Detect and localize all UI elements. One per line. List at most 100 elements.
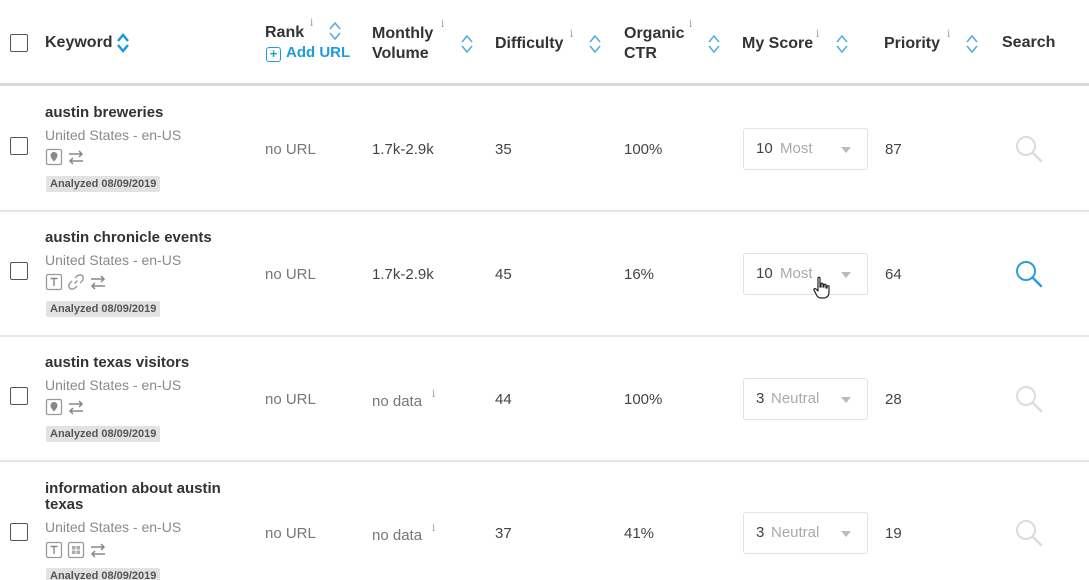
swap-icon [68, 150, 84, 165]
row-checkbox[interactable] [10, 137, 28, 155]
column-header-priority-label: Priority [884, 35, 941, 52]
map-pack-icon [45, 398, 63, 416]
volume-info-icon[interactable]: i [432, 523, 436, 534]
my-score-dropdown[interactable]: 10 Most [743, 253, 868, 295]
sort-difficulty-icon[interactable] [588, 34, 602, 54]
column-header-my-score-label: My Score [742, 35, 814, 52]
column-header-keyword-label: Keyword [45, 34, 113, 51]
link-icon [68, 274, 84, 290]
score-label: Most [780, 140, 813, 157]
sort-rank-icon[interactable] [328, 21, 342, 41]
column-header-my-score[interactable]: My Score [742, 34, 813, 54]
analyzed-badge: Analyzed 08/09/2019 [46, 568, 161, 580]
search-icon[interactable] [1014, 518, 1044, 548]
score-value: 3 [756, 524, 765, 541]
sort-ctr-icon[interactable] [707, 34, 721, 54]
priority-info-icon[interactable]: i [947, 29, 951, 40]
analyzed-badge: Analyzed 08/09/2019 [46, 176, 161, 192]
search-icon[interactable] [1014, 134, 1044, 164]
ctr-cell: 16% [624, 266, 655, 283]
table-row: austin texas visitors United States - en… [0, 337, 1089, 462]
difficulty-cell: 35 [495, 141, 512, 158]
row-checkbox[interactable] [10, 262, 28, 280]
column-header-monthly-volume[interactable]: Monthly Volume [372, 24, 433, 64]
sort-priority-icon[interactable] [965, 34, 979, 54]
column-header-rank-label: Rank [265, 24, 305, 41]
rank-cell: no URL [265, 391, 316, 408]
volume-cell: 1.7k-2.9k [372, 141, 434, 158]
serp-features [45, 148, 85, 166]
my-score-dropdown[interactable]: 3 Neutral [743, 378, 868, 420]
serp-features [45, 398, 85, 416]
score-label: Most [780, 265, 813, 282]
search-icon[interactable] [1014, 259, 1044, 289]
sort-keyword-icon[interactable] [116, 33, 130, 53]
column-header-difficulty[interactable]: Difficulty [495, 34, 563, 54]
table-header: Keyword Rank i + Add URL Monthly Volume i… [0, 0, 1089, 86]
score-value: 10 [756, 265, 773, 282]
row-checkbox[interactable] [10, 523, 28, 541]
priority-cell: 87 [885, 141, 902, 158]
text-snippet-icon [45, 273, 63, 291]
column-header-ctr-line1: Organic [624, 25, 685, 42]
ctr-cell: 100% [624, 391, 663, 408]
chevron-down-icon [841, 531, 851, 537]
image-pack-icon [67, 541, 85, 559]
table-row: austin breweries United States - en-US A… [0, 87, 1089, 212]
hand-cursor-icon [813, 276, 830, 299]
keyword-name[interactable]: austin texas visitors [45, 354, 190, 371]
swap-icon [68, 400, 84, 415]
score-value: 10 [756, 140, 773, 157]
add-url-label: Add URL [286, 44, 351, 61]
keyword-name[interactable]: austin chronicle events [45, 229, 212, 246]
table-row: austin chronicle events United States - … [0, 212, 1089, 337]
column-header-priority[interactable]: Priority [884, 34, 940, 54]
difficulty-cell: 45 [495, 266, 512, 283]
sort-volume-icon[interactable] [460, 34, 474, 54]
search-icon[interactable] [1014, 384, 1044, 414]
volume-cell: no data [372, 393, 423, 410]
difficulty-cell: 44 [495, 391, 512, 408]
column-header-volume-line2: Volume [372, 45, 429, 62]
column-header-search-label: Search [1002, 34, 1056, 51]
column-header-keyword[interactable]: Keyword [45, 33, 113, 53]
score-label: Neutral [771, 390, 820, 407]
difficulty-info-icon[interactable]: i [570, 29, 574, 40]
rank-cell: no URL [265, 141, 316, 158]
volume-info-icon[interactable]: i [432, 389, 436, 400]
score-value: 3 [756, 390, 765, 407]
keyword-location: United States - en-US [45, 127, 182, 143]
column-header-organic-ctr[interactable]: Organic CTR [624, 24, 684, 64]
plus-icon: + [266, 47, 281, 62]
add-url-button[interactable]: + Add URL [266, 44, 350, 62]
rank-info-icon[interactable]: i [310, 18, 314, 29]
rank-cell: no URL [265, 525, 316, 542]
text-snippet-icon [45, 541, 63, 559]
my-score-info-icon[interactable]: i [816, 29, 820, 40]
select-all-checkbox[interactable] [10, 34, 28, 52]
map-pack-icon [45, 148, 63, 166]
volume-cell: no data [372, 527, 423, 544]
priority-cell: 64 [885, 266, 902, 283]
ctr-cell: 41% [624, 525, 655, 542]
chevron-down-icon [841, 147, 851, 153]
row-checkbox[interactable] [10, 387, 28, 405]
volume-info-icon[interactable]: i [441, 19, 445, 30]
chevron-down-icon [841, 272, 851, 278]
priority-cell: 19 [885, 525, 902, 542]
ctr-info-icon[interactable]: i [689, 19, 693, 30]
my-score-dropdown[interactable]: 3 Neutral [743, 512, 868, 554]
keyword-name[interactable]: austin breweries [45, 104, 164, 121]
column-header-difficulty-label: Difficulty [495, 35, 564, 52]
keyword-name[interactable]: information about austin texas [45, 480, 221, 513]
serp-features [45, 273, 107, 291]
score-label: Neutral [771, 524, 820, 541]
keyword-location: United States - en-US [45, 252, 182, 268]
column-header-rank[interactable]: Rank [265, 23, 304, 43]
sort-my-score-icon[interactable] [835, 34, 849, 54]
difficulty-cell: 37 [495, 525, 512, 542]
my-score-dropdown[interactable]: 10 Most [743, 128, 868, 170]
column-header-volume-line1: Monthly [372, 25, 434, 42]
ctr-cell: 100% [624, 141, 663, 158]
volume-cell: 1.7k-2.9k [372, 266, 434, 283]
